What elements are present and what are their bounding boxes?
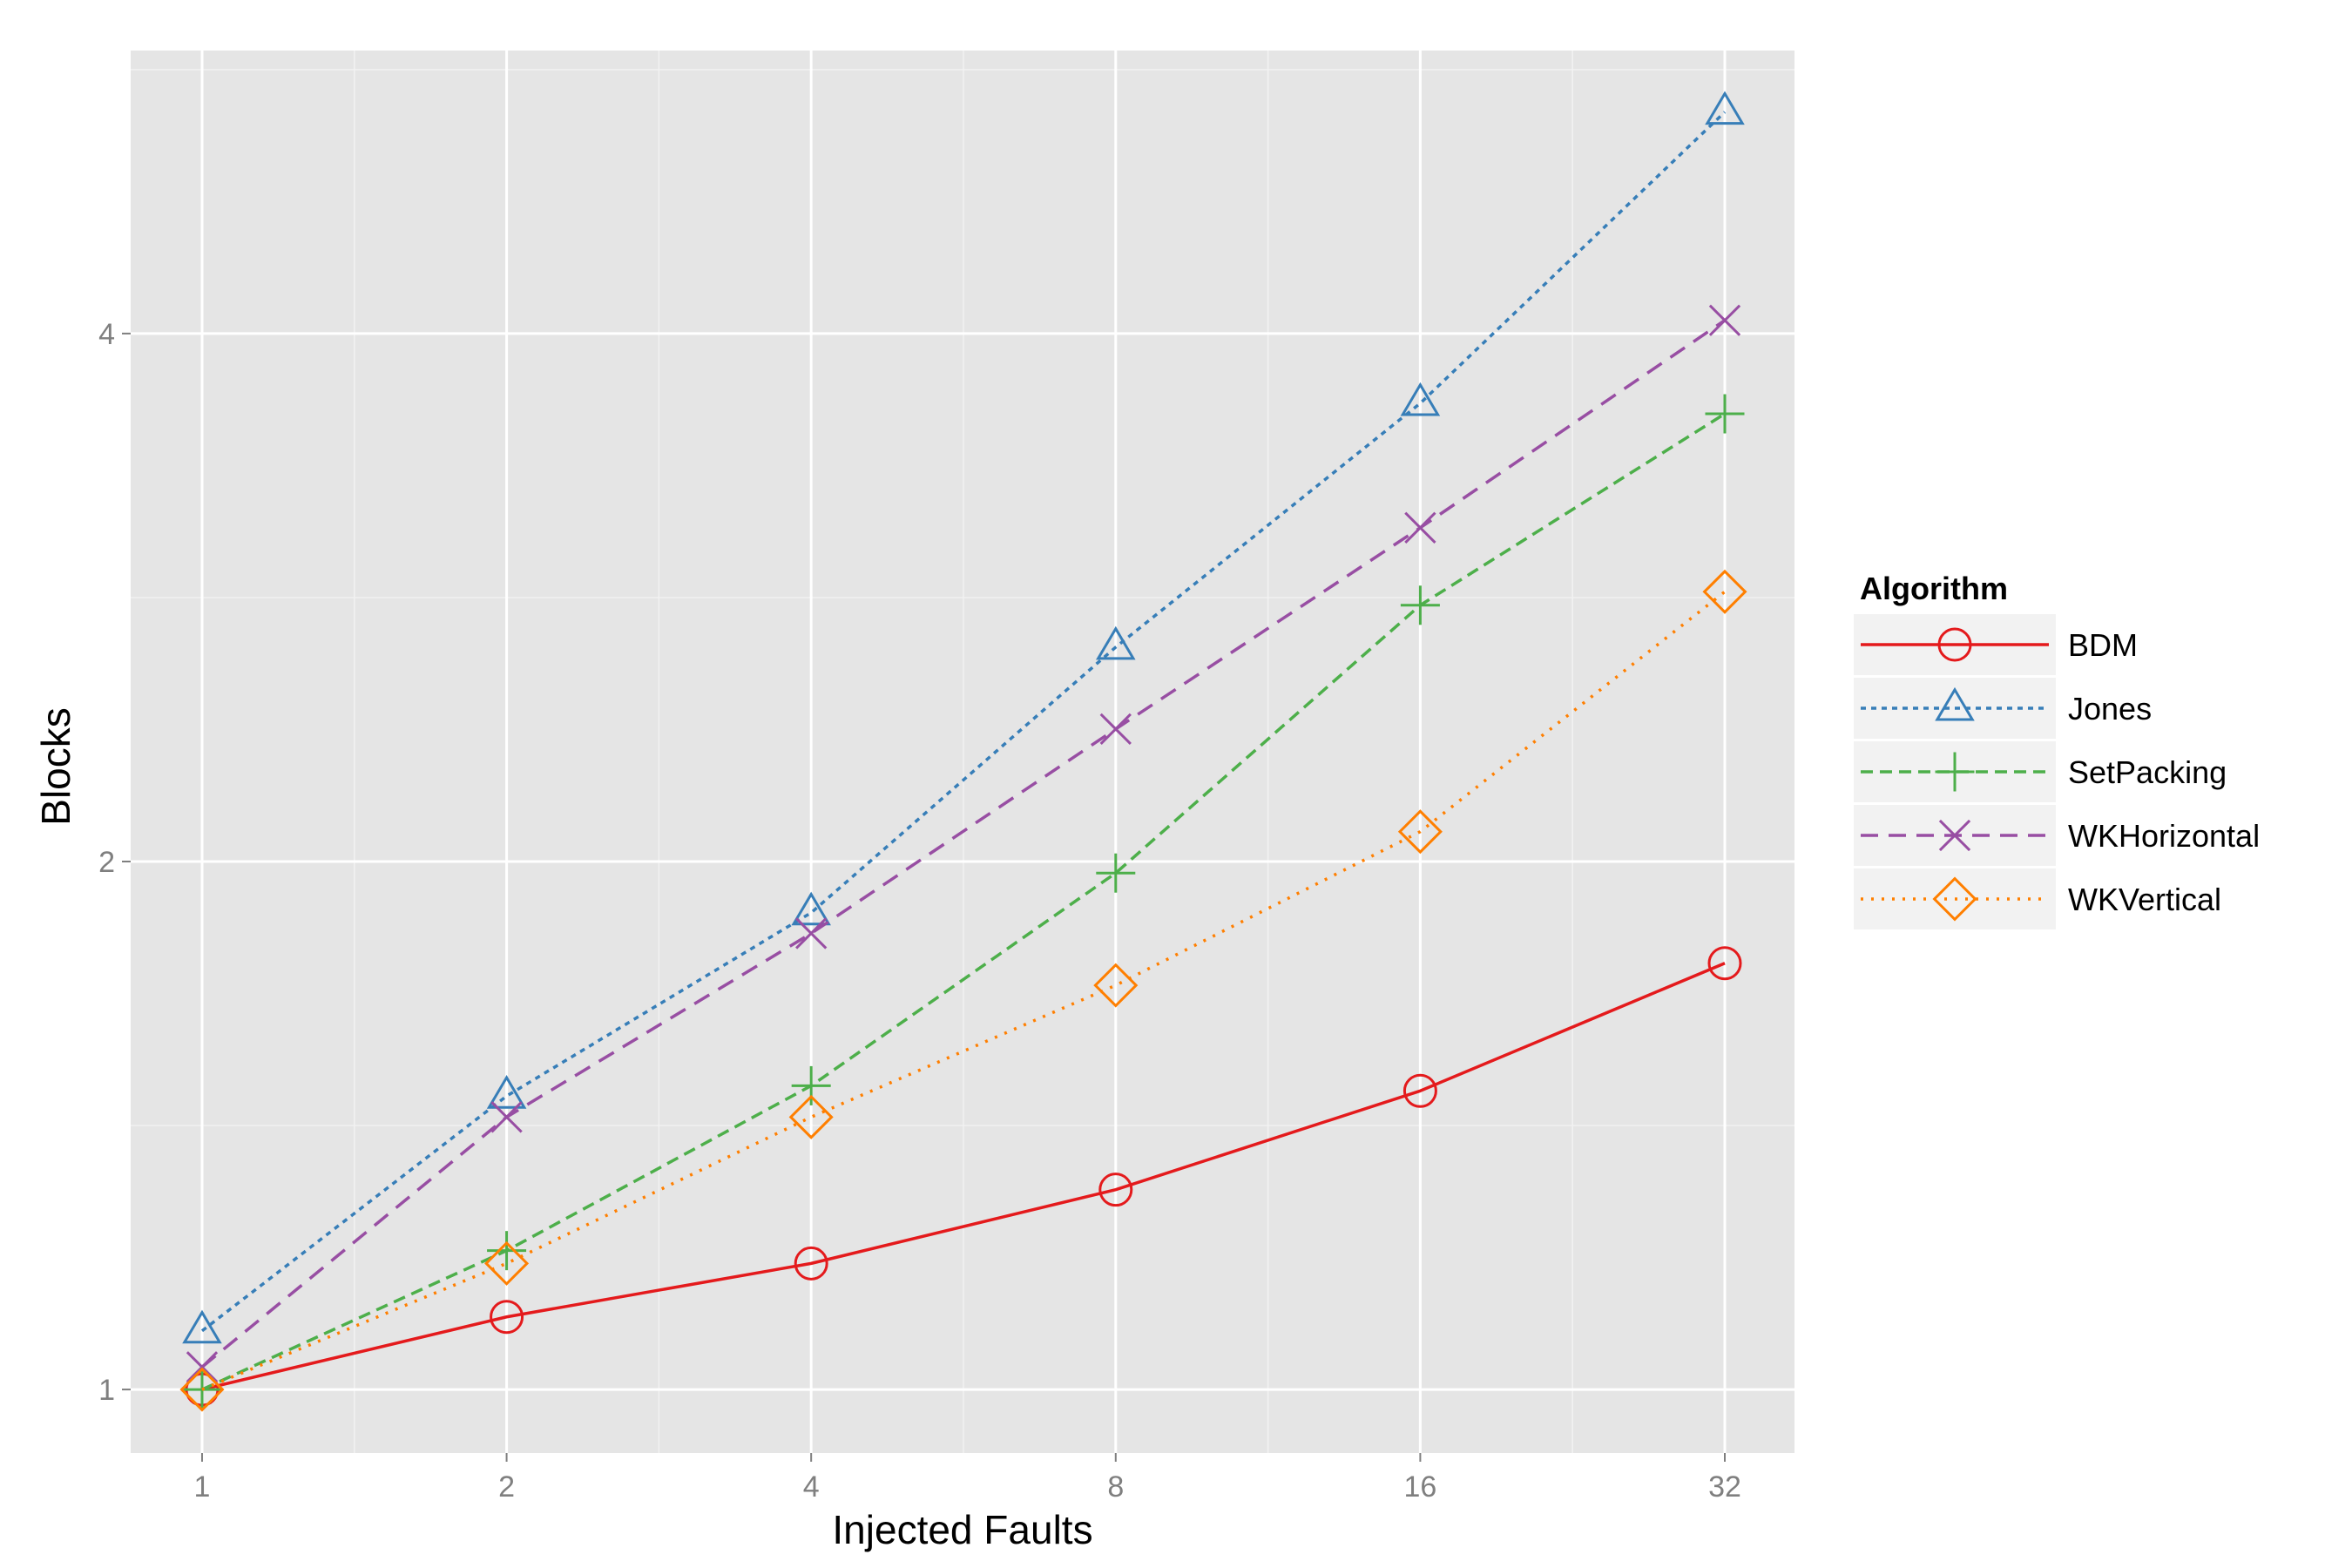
point-wkvertical (1702, 569, 1747, 614)
point-wkhorizontal (795, 917, 828, 950)
point-bdm (1707, 946, 1742, 981)
legend-marker-wkhorizontal (1938, 819, 1971, 852)
legend-label-setpacking: SetPacking (2068, 754, 2227, 790)
x-tick-label: 32 (1708, 1470, 1741, 1504)
point-wkhorizontal (490, 1101, 523, 1133)
point-setpacking (1705, 394, 1745, 434)
point-jones (1400, 382, 1441, 416)
legend-label-wkvertical: WKVertical (2068, 882, 2221, 917)
y-axis-title: Blocks (33, 707, 78, 825)
point-bdm (1402, 1073, 1437, 1108)
x-tick-label: 1 (194, 1470, 211, 1504)
series-line-wkhorizontal (200, 319, 1726, 1369)
point-setpacking (1096, 853, 1136, 893)
point-wkvertical (1093, 963, 1139, 1008)
legend-label-bdm: BDM (2068, 627, 2138, 663)
point-jones (486, 1075, 527, 1109)
point-wkvertical (788, 1094, 834, 1139)
point-wkvertical (179, 1367, 225, 1412)
point-bdm (794, 1246, 828, 1281)
legend-label-jones: Jones (2068, 691, 2152, 727)
plot-area (131, 51, 1794, 1453)
point-wkhorizontal (1404, 511, 1436, 544)
x-tick-label: 4 (803, 1470, 820, 1504)
y-tick-label: 1 (98, 1374, 115, 1407)
series-line-bdm (201, 962, 1726, 1391)
legend: Algorithm BDM Jones SetPacking WKHorizontal… (1854, 571, 2260, 929)
point-wkvertical (1397, 809, 1443, 855)
legend-marker-wkvertical (1932, 876, 1977, 922)
point-setpacking (487, 1231, 527, 1271)
plot-panel (131, 51, 1794, 1453)
legend-marker-bdm (1937, 627, 1972, 662)
legend-label-wkhorizontal: WKHorizontal (2068, 818, 2260, 854)
x-tick-label: 8 (1107, 1470, 1124, 1504)
series-line-jones (200, 111, 1727, 1333)
point-jones (791, 891, 831, 926)
point-jones (182, 1309, 222, 1344)
x-tick-label: 16 (1403, 1470, 1436, 1504)
point-bdm (490, 1300, 524, 1335)
y-tick-label: 2 (98, 846, 115, 879)
legend-marker-setpacking (1935, 752, 1975, 792)
point-wkhorizontal (1708, 304, 1741, 336)
legend-title: Algorithm (1860, 571, 2008, 606)
point-wkvertical (484, 1240, 530, 1286)
point-setpacking (791, 1065, 831, 1105)
axes: 1 2 4 8 16 32 1 2 4 (98, 318, 1741, 1504)
point-setpacking (1400, 585, 1440, 625)
x-tick-label: 2 (498, 1470, 515, 1504)
y-tick-label: 4 (98, 318, 115, 351)
point-wkhorizontal (1099, 713, 1132, 746)
point-jones (1705, 91, 1745, 125)
x-axis-title: Injected Faults (832, 1507, 1092, 1552)
point-wkhorizontal (186, 1351, 219, 1383)
point-bdm (1098, 1173, 1133, 1207)
point-jones (1096, 625, 1136, 660)
series-line-setpacking (201, 412, 1726, 1391)
legend-marker-jones (1935, 686, 1975, 721)
